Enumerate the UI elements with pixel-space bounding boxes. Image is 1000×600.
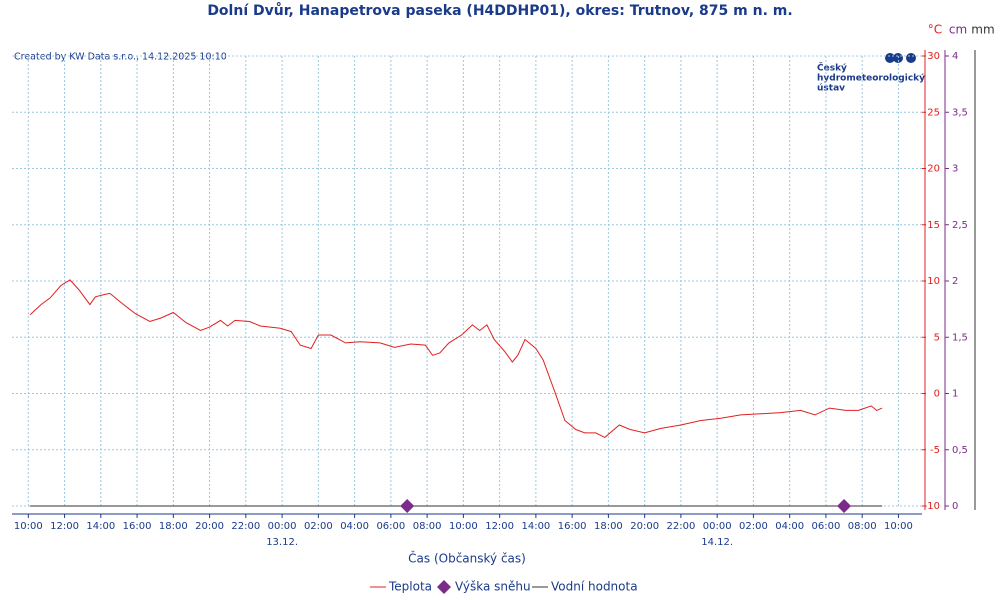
y-tick-label: 15 <box>927 220 940 231</box>
y2-tick-label: 2 <box>952 276 958 287</box>
x-tick-label: 18:00 <box>159 521 188 532</box>
legend-label: Teplota <box>388 580 432 594</box>
x-tick-label: 20:00 <box>195 521 224 532</box>
x-tick-label: 10:00 <box>449 521 478 532</box>
x-tick-label: 12:00 <box>485 521 514 532</box>
chart-title: Dolní Dvůr, Hanapetrova paseka (H4DDHP01… <box>207 2 792 19</box>
snow-marker <box>400 499 415 513</box>
y2-tick-label: 1 <box>952 389 958 400</box>
snow-marker <box>837 499 852 513</box>
x-tick-label: 06:00 <box>812 521 841 532</box>
y2-unit: cm <box>949 23 967 37</box>
legend-marker <box>437 580 451 594</box>
x-tick-label: 22:00 <box>666 521 695 532</box>
x-tick-label: 22:00 <box>231 521 260 532</box>
y2-tick-label: 1,5 <box>952 332 968 343</box>
y-tick-label: 10 <box>927 276 940 287</box>
y2-tick-label: 3,5 <box>952 107 968 118</box>
y-tick-label: -10 <box>924 501 940 512</box>
y-tick-label: 20 <box>927 164 940 175</box>
y-unit: °C <box>928 23 942 37</box>
x-tick-label: 10:00 <box>884 521 913 532</box>
y-tick-label: 5 <box>934 332 940 343</box>
x-tick-label: 16:00 <box>123 521 152 532</box>
x-date-label: 13.12. <box>266 537 298 548</box>
x-tick-label: 08:00 <box>848 521 877 532</box>
x-tick-label: 20:00 <box>630 521 659 532</box>
x-tick-label: 08:00 <box>413 521 442 532</box>
logo-text: ústav <box>817 84 845 94</box>
x-date-label: 14.12. <box>701 537 733 548</box>
x-tick-label: 14:00 <box>86 521 115 532</box>
x-tick-label: 06:00 <box>376 521 405 532</box>
x-tick-label: 04:00 <box>340 521 369 532</box>
x-axis-label: Čas (Občanský čas) <box>408 551 526 566</box>
logo-text: hydrometeorologický <box>817 74 925 84</box>
logo-text: Český <box>817 62 847 74</box>
x-tick-label: 18:00 <box>594 521 623 532</box>
x-tick-label: 02:00 <box>304 521 333 532</box>
y2-tick-label: 0 <box>952 501 958 512</box>
x-tick-label: 04:00 <box>775 521 804 532</box>
y-tick-label: 30 <box>927 51 940 62</box>
legend-label: Výška sněhu <box>455 580 531 594</box>
y2-tick-label: 2,5 <box>952 220 968 231</box>
y2-tick-label: 3 <box>952 164 958 175</box>
x-tick-label: 16:00 <box>558 521 587 532</box>
logo-dot <box>906 53 916 63</box>
x-tick-label: 10:00 <box>14 521 43 532</box>
note: Created by KW Data s.r.o., 14.12.2025 10… <box>14 52 227 63</box>
x-tick-label: 02:00 <box>739 521 768 532</box>
y3-unit: mm <box>971 23 994 37</box>
x-tick-label: 14:00 <box>521 521 550 532</box>
y-tick-label: -5 <box>930 445 940 456</box>
x-tick-label: 00:00 <box>268 521 297 532</box>
y-tick-label: 0 <box>934 389 940 400</box>
y2-tick-label: 0,5 <box>952 445 968 456</box>
series-line <box>29 279 883 438</box>
x-tick-label: 00:00 <box>703 521 732 532</box>
legend-label: Vodní hodnota <box>551 580 638 594</box>
x-tick-label: 12:00 <box>50 521 79 532</box>
y2-tick-label: 4 <box>952 51 958 62</box>
y-tick-label: 25 <box>927 107 940 118</box>
